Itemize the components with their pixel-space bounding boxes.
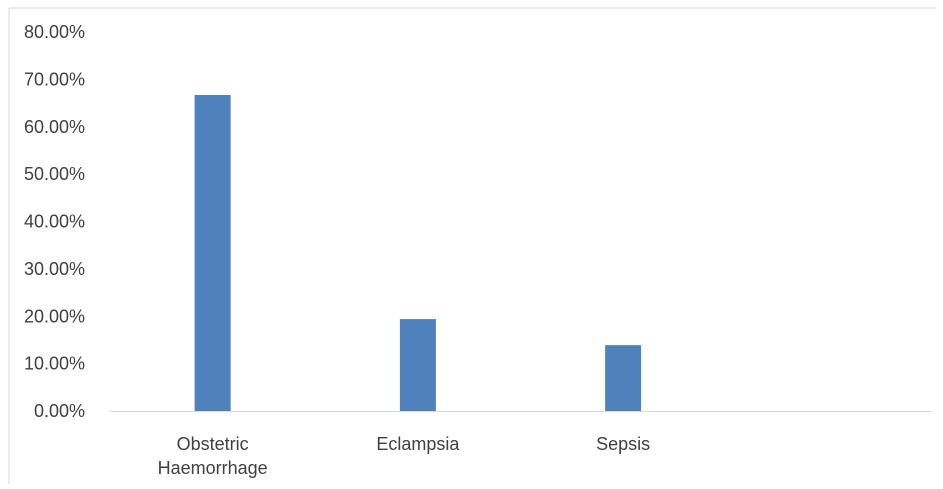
y-tick-label: 70.00% xyxy=(24,69,85,89)
x-tick-label: Obstetric Haemorrhage xyxy=(158,434,268,478)
y-tick-label: 40.00% xyxy=(24,212,85,232)
y-tick-label: 60.00% xyxy=(24,117,85,137)
y-tick-label: 0.00% xyxy=(34,401,85,421)
y-tick-label: 10.00% xyxy=(24,354,85,374)
bar xyxy=(399,319,436,411)
bar xyxy=(194,95,231,411)
bars xyxy=(194,95,642,411)
y-tick-label: 80.00% xyxy=(24,22,85,42)
bar xyxy=(605,345,642,411)
y-tick-label: 50.00% xyxy=(24,164,85,184)
y-axis-tick-labels: 0.00% 10.00% 20.00% 30.00% 40.00% 50.00% 60.00… xyxy=(24,22,85,421)
x-axis-tick-labels: Obstetric Haemorrhage Eclampsia Sepsis xyxy=(158,434,651,478)
chart-frame xyxy=(8,7,936,484)
x-tick-label: Sepsis xyxy=(596,434,650,454)
y-tick-label: 30.00% xyxy=(24,259,85,279)
x-tick-label: Eclampsia xyxy=(376,434,460,454)
y-tick-label: 20.00% xyxy=(24,306,85,326)
